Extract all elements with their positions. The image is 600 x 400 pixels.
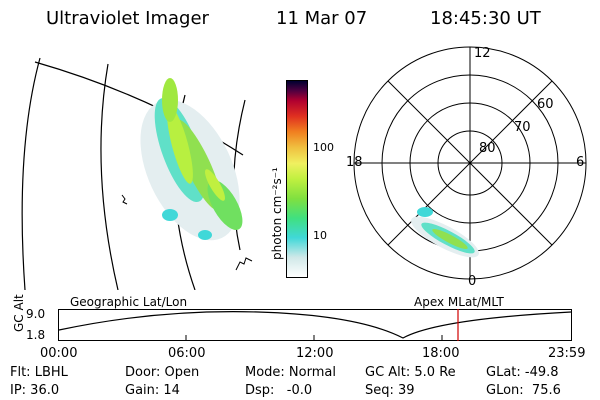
date-label: 11 Mar 07 [276,8,368,29]
status-glon: GLon: 75.6 [486,383,561,398]
status-dsp: Dsp: -0.0 [245,383,313,398]
timeline-ytick-top: 9.0 [26,307,46,321]
colorbar-unit-label: photon cm⁻²s⁻¹ [270,167,284,260]
geographic-map [21,57,253,290]
polar-mlt-plot [353,46,587,280]
mlt-label-0: 0 [468,274,477,289]
status-door: Door: Open [125,365,200,380]
timeline-xtick-1: 06:00 [168,346,206,361]
mlat-label-80: 80 [479,141,496,156]
status-filter: Flt: LBHL [10,365,68,380]
timeline-left-caption: Geographic Lat/Lon [70,295,188,309]
status-gain: Gain: 14 [125,383,180,398]
timeline-axis-label: GC Alt [12,294,26,332]
timeline-xtick-4: 23:59 [548,346,586,361]
instrument-title: Ultraviolet Imager [46,8,209,29]
altitude-curve [58,311,572,339]
aurora-emission [140,78,243,241]
timeline-xtick-3: 18:00 [422,346,460,361]
time-label: 18:45:30 UT [430,8,541,29]
mlt-label-18: 18 [346,155,363,170]
colorbar-tick-100: 100 [313,141,334,154]
polar-aurora [411,207,479,258]
mlat-label-60: 60 [537,97,554,112]
timeline-xtick-2: 12:00 [296,346,334,361]
mlat-label-70: 70 [514,120,531,135]
timeline-right-caption: Apex MLat/MLT [414,295,504,309]
timeline-xtick-0: 00:00 [40,346,78,361]
status-ip: IP: 36.0 [10,383,60,398]
mlt-label-6: 6 [576,155,585,170]
colorbar-tick-10: 10 [313,229,327,242]
status-seq: Seq: 39 [365,383,415,398]
colorbar [286,80,308,278]
status-gc-alt: GC Alt: 5.0 Re [365,365,456,380]
mlt-label-12: 12 [474,46,491,61]
status-glat: GLat: -49.8 [486,365,559,380]
altitude-timeline [58,309,572,341]
timeline-ytick-bottom: 1.8 [26,328,46,342]
status-mode: Mode: Normal [245,365,336,380]
